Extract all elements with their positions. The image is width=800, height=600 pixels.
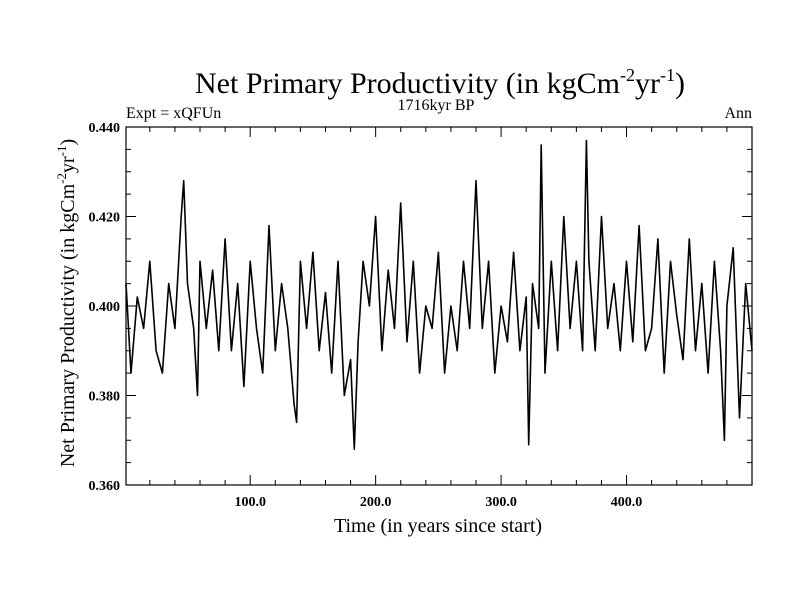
chart-title-sup2: -1 [660,65,675,85]
y-tick-label: 0.400 [89,300,121,315]
chart-title-mid: yr [635,67,660,100]
chart-title-main: Net Primary Productivity (in kgCm [195,67,620,100]
y-tick-label: 0.440 [89,121,121,136]
y-tick-label: 0.360 [89,479,121,494]
axis-tick-labels: 0.360 0.380 0.400 0.420 0.440 100.0 200.0 300.0… [89,121,643,510]
y-tick-label: 0.420 [89,211,121,226]
x-tick-label: 200.0 [360,495,392,510]
y-axis-label-sup2: -1 [54,146,69,157]
x-tick-label: 100.0 [234,495,266,510]
y-axis-label-main: Net Primary Productivity (in kgCm [57,183,79,467]
x-tick-label: 300.0 [485,495,517,510]
subtitle-right: Ann [724,105,752,122]
y-axis-label-mid: yr [57,156,79,173]
x-axis-label: Time (in years since start) [334,515,542,537]
chart-title-end: ) [675,67,685,100]
y-tick-label: 0.380 [89,390,121,405]
y-axis-label-sup1: -2 [54,173,69,184]
subtitle-left: Expt = xQFUn [126,105,221,122]
chart-title-sup1: -2 [620,65,635,85]
y-axis-label-end: ) [57,139,79,146]
chart-title: Net Primary Productivity (in kgCm-2yr-1) [195,65,685,100]
subtitle-center: 1716kyr BP [398,97,475,114]
series-line-npp [125,139,753,451]
y-axis-label: Net Primary Productivity (in kgCm-2yr-1) [54,139,79,467]
plot-frame [125,126,753,486]
x-tick-label: 400.0 [611,495,643,510]
axis-ticks [126,126,752,486]
